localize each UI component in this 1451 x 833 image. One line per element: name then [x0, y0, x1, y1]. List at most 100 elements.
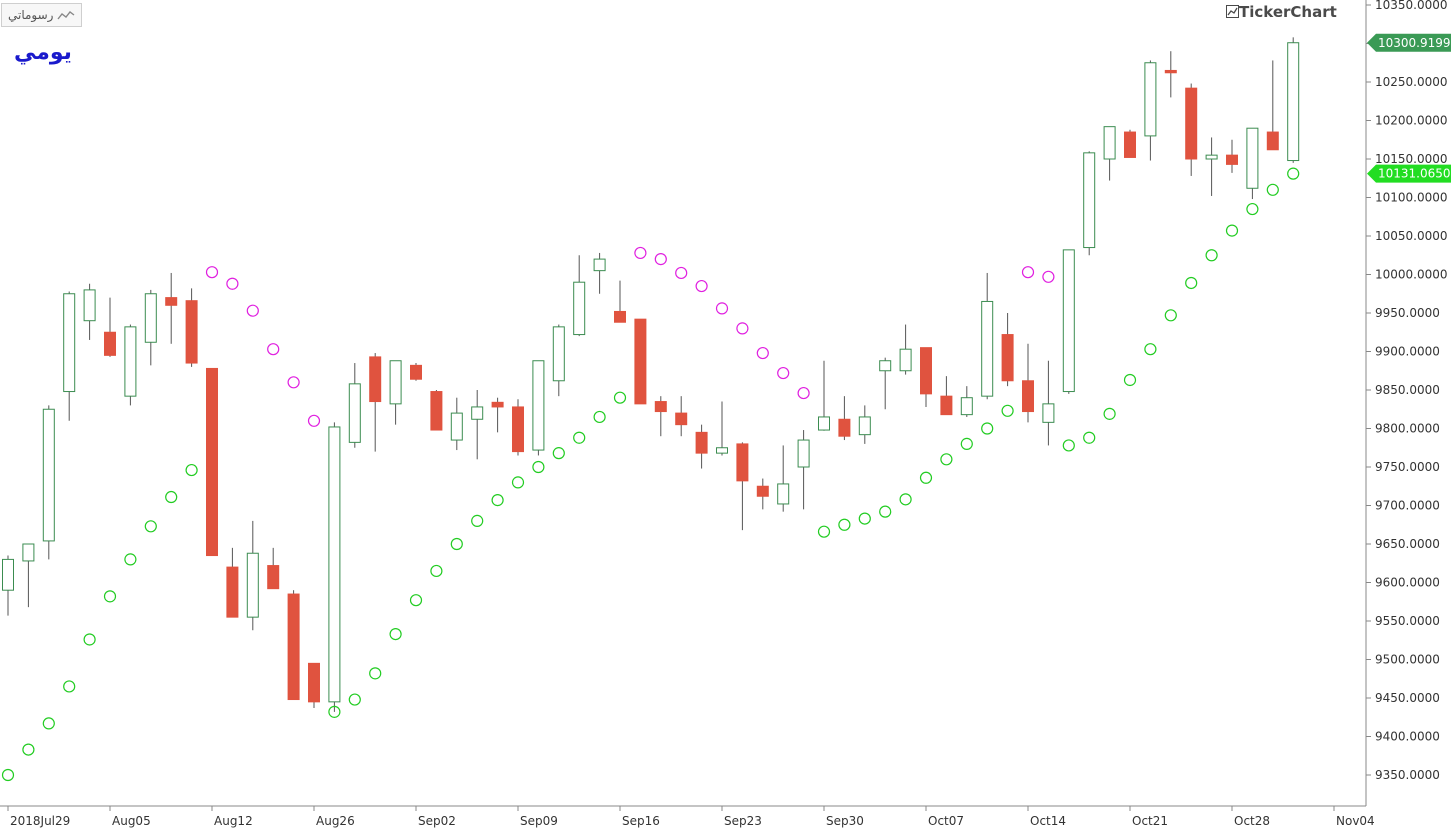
- x-tick-label: Sep09: [520, 814, 558, 828]
- sar-dot-below: [471, 514, 484, 528]
- y-tick-label: 10200.0000: [1375, 114, 1448, 128]
- y-tick-label: 9650.0000: [1375, 537, 1440, 551]
- candle-body-up: [1246, 127, 1259, 189]
- sar-dot-below: [348, 693, 361, 706]
- candle: [42, 405, 55, 560]
- candle-body-down: [838, 418, 851, 437]
- candle: [1205, 137, 1218, 196]
- x-tick-label: Sep30: [826, 814, 864, 828]
- candle-body-up: [1103, 126, 1116, 160]
- y-tick-label: 9900.0000: [1375, 345, 1440, 359]
- candle: [491, 397, 504, 433]
- y-tick-label: 9350.0000: [1375, 768, 1440, 782]
- candle-body-down: [1226, 154, 1238, 165]
- y-tick-label: 9450.0000: [1375, 691, 1440, 705]
- candle: [1266, 60, 1279, 151]
- candle-body-down: [614, 310, 626, 323]
- drawings-badge[interactable]: رسوماتي: [1, 3, 83, 27]
- candle: [246, 520, 259, 631]
- candle: [348, 363, 361, 448]
- candle: [858, 405, 871, 444]
- candle: [185, 288, 198, 367]
- brand-logo: TickerChart: [1226, 3, 1337, 21]
- sar-dot-above: [226, 277, 239, 290]
- candle: [63, 291, 76, 421]
- candle: [960, 386, 973, 417]
- candle: [308, 662, 320, 709]
- candle-body-up: [532, 360, 545, 451]
- candle: [287, 590, 300, 701]
- sar-dot-below: [1164, 309, 1177, 322]
- candle: [1246, 127, 1259, 200]
- sar-dot-below: [83, 633, 96, 646]
- candle-body-up: [1083, 152, 1096, 249]
- candle-body-down: [940, 395, 953, 416]
- sar-dot-above: [777, 366, 790, 380]
- candle: [675, 396, 688, 437]
- last-price-badge-bg: [1367, 33, 1451, 52]
- candle-body-down: [104, 331, 116, 356]
- y-tick-label: 10250.0000: [1375, 75, 1448, 89]
- candle: [144, 289, 157, 366]
- sar-dot-below: [1123, 373, 1137, 387]
- candle-body-up: [818, 416, 830, 431]
- y-tick-label: 9550.0000: [1375, 614, 1440, 628]
- sar-dot-below: [981, 422, 994, 435]
- sar-dot-above: [736, 322, 749, 335]
- x-tick-label: Oct14: [1030, 814, 1066, 828]
- candle: [573, 255, 586, 337]
- candle-body-down: [695, 431, 708, 454]
- candle-body-down: [756, 485, 769, 497]
- candle: [2, 555, 14, 616]
- y-tick-label: 10100.0000: [1375, 191, 1448, 205]
- candle-body-up: [1144, 62, 1157, 137]
- sar-dot-above: [287, 376, 300, 389]
- sar-value-badge-text: 10131.0650: [1378, 167, 1451, 181]
- candle: [1226, 139, 1238, 173]
- candle: [1103, 126, 1116, 181]
- candle-body-down: [410, 364, 422, 380]
- sar-dot-below: [940, 453, 953, 466]
- candle-body-up: [716, 447, 728, 454]
- sar-dot-below: [430, 564, 443, 578]
- sar-dot-below: [1225, 224, 1239, 237]
- y-tick-label: 9850.0000: [1375, 383, 1440, 397]
- sar-dot-below: [919, 471, 933, 484]
- sar-dot-below: [858, 512, 871, 525]
- candle-body-up: [63, 293, 76, 393]
- line-chart-icon: [57, 11, 75, 20]
- sar-dot-below: [63, 680, 76, 693]
- y-tick-label: 9950.0000: [1375, 306, 1440, 320]
- x-tick-label: Nov04: [1336, 814, 1375, 828]
- candle: [552, 324, 565, 397]
- sar-dot-below: [165, 490, 178, 504]
- candle: [22, 543, 35, 608]
- sar-dot-above: [675, 266, 688, 280]
- sar-dot-below: [511, 476, 525, 489]
- sar-dot-above: [307, 414, 321, 427]
- candle: [1185, 83, 1198, 176]
- candle: [736, 442, 749, 531]
- candle: [879, 357, 892, 410]
- candle-body-down: [634, 318, 647, 405]
- sar-dot-below: [593, 410, 606, 424]
- candle: [818, 360, 830, 431]
- candle-body-down: [920, 347, 932, 395]
- candle: [389, 360, 402, 425]
- candle-body-down: [267, 565, 280, 590]
- candle: [1124, 129, 1136, 158]
- x-tick-label: Oct28: [1234, 814, 1270, 828]
- y-tick-label: 9600.0000: [1375, 576, 1440, 590]
- candle-body-down: [512, 406, 524, 453]
- candle-body-down: [430, 391, 443, 431]
- candle: [104, 297, 116, 357]
- brand-name: TickerChart: [1239, 3, 1337, 21]
- sar-dot-above: [715, 302, 729, 315]
- candle: [410, 363, 422, 381]
- candle: [614, 280, 626, 323]
- sar-dot-above: [797, 386, 810, 400]
- sar-dot-below: [42, 717, 55, 730]
- y-tick-label: 10350.0000: [1375, 0, 1448, 12]
- candle-body-up: [573, 281, 586, 336]
- sar-dot-below: [124, 553, 137, 566]
